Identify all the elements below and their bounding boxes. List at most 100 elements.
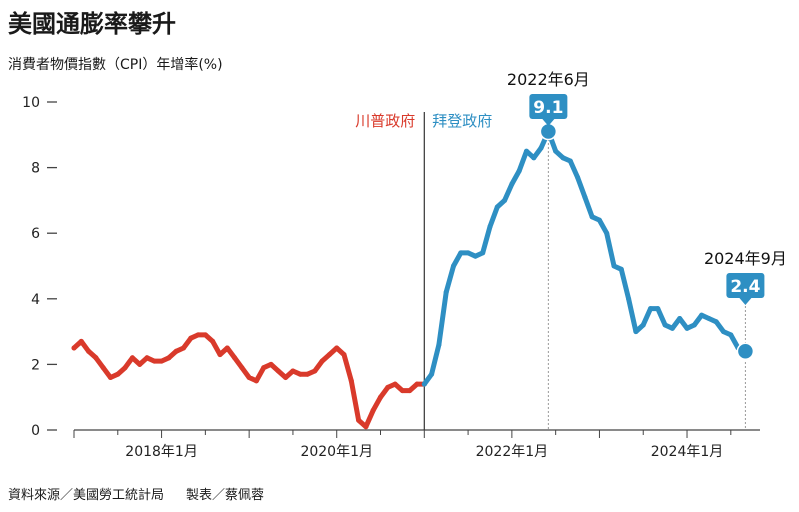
credit-text: 製表／蔡佩蓉 <box>186 488 265 503</box>
data-point <box>472 253 478 259</box>
data-point <box>188 335 194 341</box>
data-point <box>669 325 675 331</box>
data-point <box>684 325 690 331</box>
data-point <box>356 417 362 423</box>
data-point <box>217 352 223 358</box>
y-tick-label: 8 <box>31 161 40 177</box>
period-label-biden: 拜登政府 <box>432 112 492 130</box>
data-point <box>348 378 354 384</box>
data-point <box>370 407 376 413</box>
data-point <box>538 145 544 151</box>
data-point <box>560 155 566 161</box>
data-point <box>677 316 683 321</box>
data-point <box>246 375 252 380</box>
data-point <box>648 306 653 312</box>
annotation-value: 9.1 <box>533 98 563 118</box>
data-point <box>494 204 500 210</box>
series-lines <box>71 129 748 430</box>
annotation-value-box <box>529 94 568 119</box>
annotations: 9.1 2022年6月 2.4 2024年9月 <box>507 70 787 430</box>
data-point <box>326 352 332 358</box>
data-point <box>421 381 427 387</box>
data-point <box>195 332 201 338</box>
data-point <box>86 348 92 354</box>
x-tick-label: 2020年1月 <box>300 444 373 460</box>
data-point <box>297 371 303 377</box>
y-tick-label: 6 <box>31 226 40 242</box>
data-point <box>407 388 413 394</box>
data-point <box>312 368 318 374</box>
data-point <box>582 194 588 200</box>
y-tick-label: 4 <box>31 292 40 308</box>
data-point <box>71 345 77 351</box>
data-point <box>385 384 391 390</box>
data-point <box>531 155 537 161</box>
data-point <box>290 368 296 374</box>
data-point <box>305 371 310 377</box>
data-point <box>202 332 208 338</box>
data-point <box>363 424 369 430</box>
annotation-pointer <box>542 119 555 126</box>
data-point <box>93 355 99 361</box>
data-point <box>706 316 712 321</box>
data-point <box>465 250 471 256</box>
data-point <box>611 263 617 269</box>
data-point <box>691 322 697 328</box>
data-point <box>414 381 420 387</box>
y-tick-label: 2 <box>31 357 40 373</box>
annotation-date: 2024年9月 <box>704 249 787 268</box>
data-point <box>699 312 705 318</box>
data-point <box>655 306 661 312</box>
data-point <box>487 224 493 230</box>
data-point <box>502 197 508 203</box>
data-point <box>115 371 121 377</box>
data-point <box>604 230 610 236</box>
data-point <box>589 214 595 220</box>
data-point <box>378 394 383 400</box>
data-point <box>399 388 405 394</box>
data-point <box>575 174 581 180</box>
y-tick-label: 10 <box>22 95 40 111</box>
data-point <box>721 329 726 335</box>
data-point <box>480 250 486 256</box>
data-point <box>451 263 456 269</box>
y-axis: 0 2 4 6 8 10 <box>22 95 57 439</box>
data-point <box>640 322 646 328</box>
y-tick-label: 0 <box>31 423 40 439</box>
data-point <box>626 296 632 302</box>
data-point <box>283 375 289 380</box>
data-point <box>429 371 435 377</box>
period-label-trump: 川普政府 <box>355 112 415 130</box>
data-point <box>392 381 398 387</box>
data-point <box>144 355 150 361</box>
data-point <box>443 289 449 295</box>
data-point <box>319 358 325 364</box>
data-point <box>166 355 172 361</box>
data-point <box>662 322 668 328</box>
source-note: 資料來源／美國勞工統計局 製表／蔡佩蓉 <box>8 484 264 503</box>
data-point <box>108 375 113 380</box>
data-point <box>261 365 267 371</box>
data-point <box>232 355 238 361</box>
data-point <box>78 338 84 344</box>
data-point <box>633 329 639 335</box>
data-point <box>458 250 464 256</box>
data-point <box>181 345 186 351</box>
annotation-marker <box>736 342 755 361</box>
data-point <box>210 338 216 344</box>
data-point <box>553 148 559 154</box>
data-point <box>334 345 340 351</box>
data-point <box>436 342 442 348</box>
guide-lines: 川普政府 拜登政府 <box>355 112 492 430</box>
data-point <box>100 365 106 371</box>
data-point <box>151 358 157 364</box>
data-point <box>239 365 245 371</box>
data-point <box>509 181 515 187</box>
data-point <box>253 378 259 384</box>
data-point <box>122 365 128 371</box>
x-tick-label: 2022年1月 <box>476 444 549 460</box>
source-text: 資料來源／美國勞工統計局 <box>8 488 165 503</box>
data-point <box>173 348 179 354</box>
x-axis: 2018年1月 2020年1月 2022年1月 2024年1月 <box>73 429 760 460</box>
data-point <box>567 158 573 164</box>
